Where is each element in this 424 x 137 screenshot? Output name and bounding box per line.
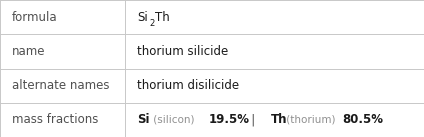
Text: Si: Si [137, 113, 150, 126]
Text: (silicon): (silicon) [150, 115, 198, 125]
Text: formula: formula [12, 11, 58, 24]
Text: (thorium): (thorium) [284, 115, 339, 125]
Text: alternate names: alternate names [12, 79, 109, 92]
Text: Si: Si [137, 11, 148, 24]
Text: 2: 2 [149, 19, 155, 28]
Text: mass fractions: mass fractions [12, 113, 98, 126]
Text: Th: Th [271, 113, 287, 126]
Text: 19.5%: 19.5% [209, 113, 250, 126]
Text: 80.5%: 80.5% [343, 113, 384, 126]
Text: name: name [12, 45, 45, 58]
Text: thorium disilicide: thorium disilicide [137, 79, 239, 92]
Text: Th: Th [154, 11, 169, 24]
Text: |: | [240, 113, 266, 126]
Text: thorium silicide: thorium silicide [137, 45, 229, 58]
